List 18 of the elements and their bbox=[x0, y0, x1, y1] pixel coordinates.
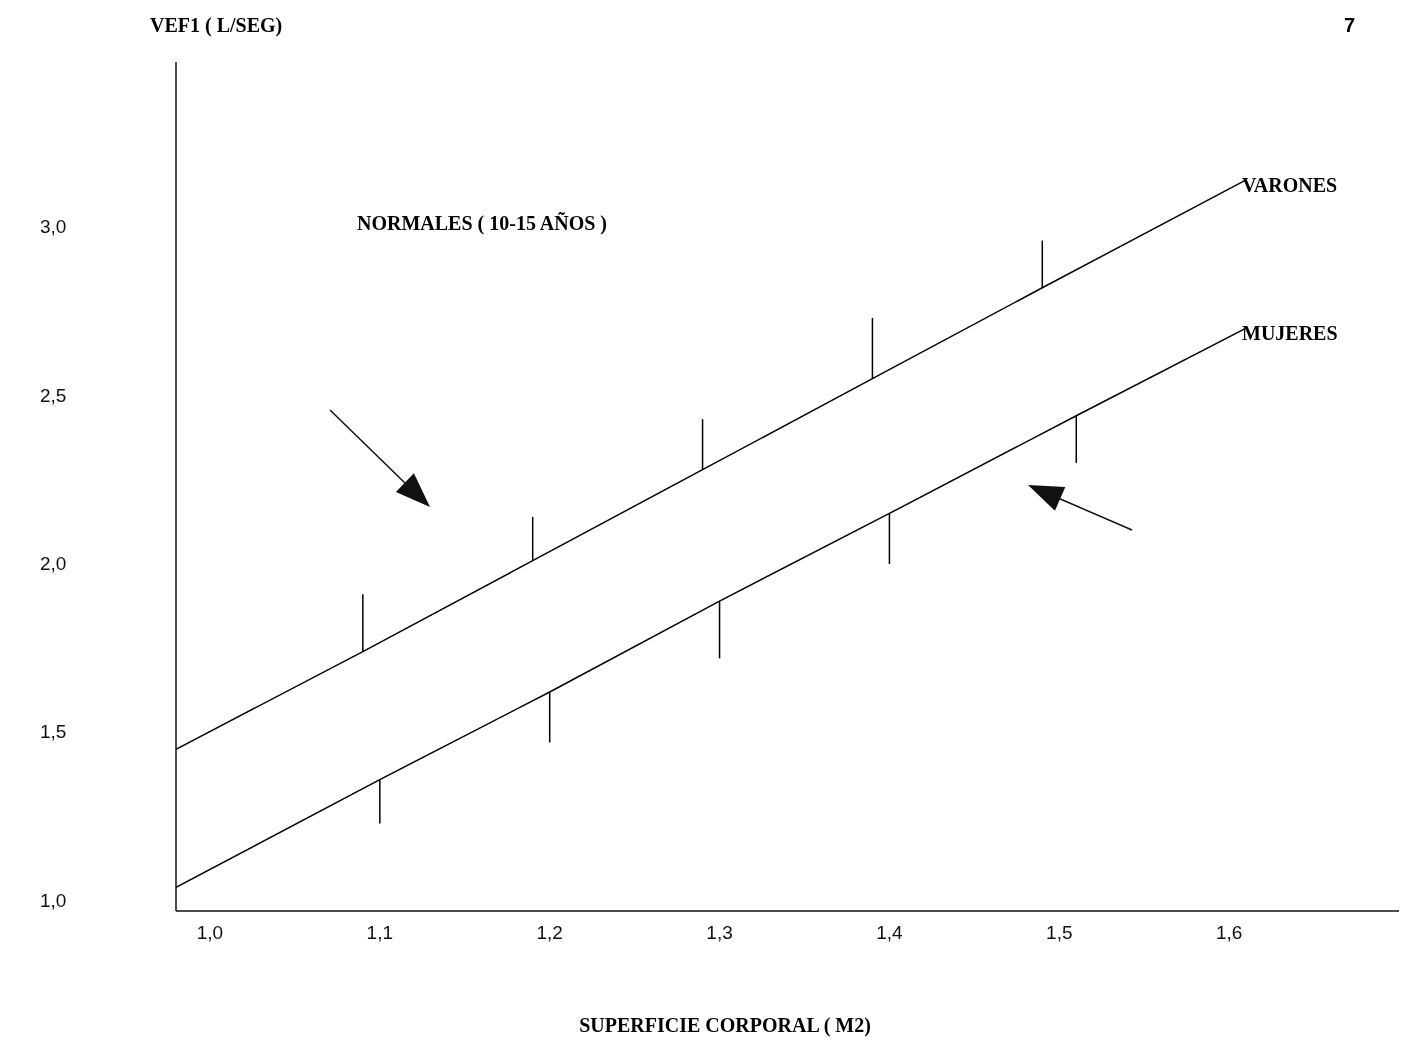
x-axis-title: SUPERFICIE CORPORAL ( M2) bbox=[578, 1014, 872, 1037]
x-tick-label: 1,1 bbox=[366, 922, 394, 943]
text: NORMALES ( 10-15 AÑOS ) bbox=[357, 212, 608, 235]
series-label: VARONES bbox=[1242, 174, 1338, 196]
series-label: MUJERES bbox=[1242, 322, 1338, 344]
y-tick-label: 3,0 bbox=[40, 216, 67, 238]
text: 7 bbox=[1344, 14, 1356, 37]
y-axis-title: VEF1 ( L/SEG) bbox=[150, 14, 283, 37]
x-tick-label: 1,5 bbox=[1046, 922, 1073, 943]
y-tick-label: 2,5 bbox=[40, 384, 67, 406]
x-tick-label: 1,0 bbox=[196, 922, 224, 943]
x-tick-label: 1,3 bbox=[706, 922, 733, 943]
y-tick-label: 1,0 bbox=[40, 889, 67, 911]
x-tick-label: 1,6 bbox=[1215, 922, 1243, 943]
y-tick-label: 2,0 bbox=[40, 552, 67, 574]
x-tick-label: 1,4 bbox=[876, 922, 904, 943]
y-tick-label: 1,5 bbox=[40, 721, 67, 743]
x-tick-label: 1,2 bbox=[536, 922, 563, 943]
